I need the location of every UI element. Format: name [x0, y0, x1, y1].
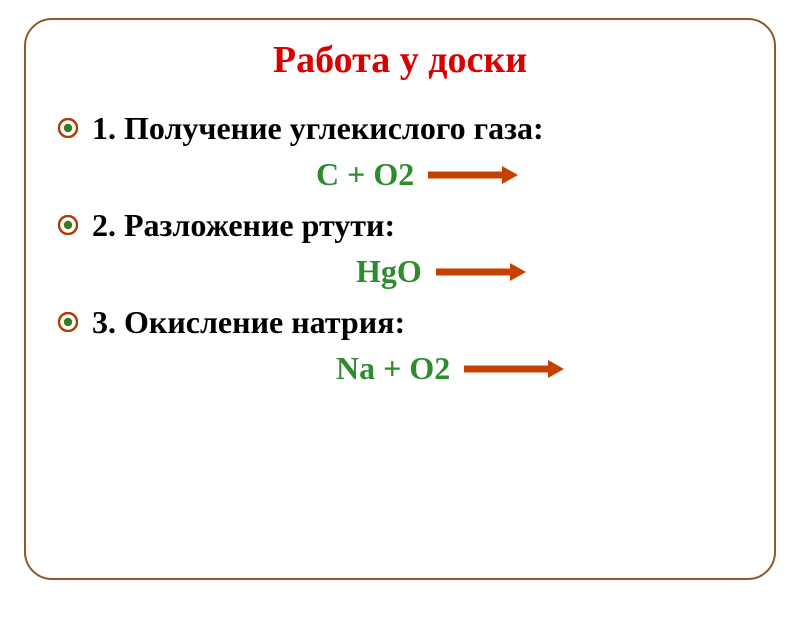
formula-row: Na + O2: [56, 350, 744, 387]
bullet-icon: [58, 118, 78, 138]
slide-title: Работа у доски: [56, 38, 744, 82]
formula-text: С + О2: [316, 156, 414, 193]
arrow-icon: [436, 263, 526, 281]
formula-text: Na + O2: [336, 350, 450, 387]
formula-row: HgO: [56, 253, 744, 290]
bullet-icon: [58, 312, 78, 332]
formula-text: HgO: [356, 253, 422, 290]
list-item: 1. Получение углекислого газа:: [56, 108, 744, 148]
item-text: 3. Окисление натрия:: [92, 302, 744, 342]
item-text: 1. Получение углекислого газа:: [92, 108, 744, 148]
formula-row: С + О2: [56, 156, 744, 193]
arrow-icon: [464, 360, 564, 378]
task-list: 1. Получение углекислого газа: С + О2 2.…: [56, 108, 744, 387]
bullet-icon: [58, 215, 78, 235]
list-item: 2. Разложение ртути:: [56, 205, 744, 245]
arrow-icon: [428, 166, 518, 184]
slide-frame: Работа у доски 1. Получение углекислого …: [24, 18, 776, 580]
list-item: 3. Окисление натрия:: [56, 302, 744, 342]
item-text: 2. Разложение ртути:: [92, 205, 744, 245]
